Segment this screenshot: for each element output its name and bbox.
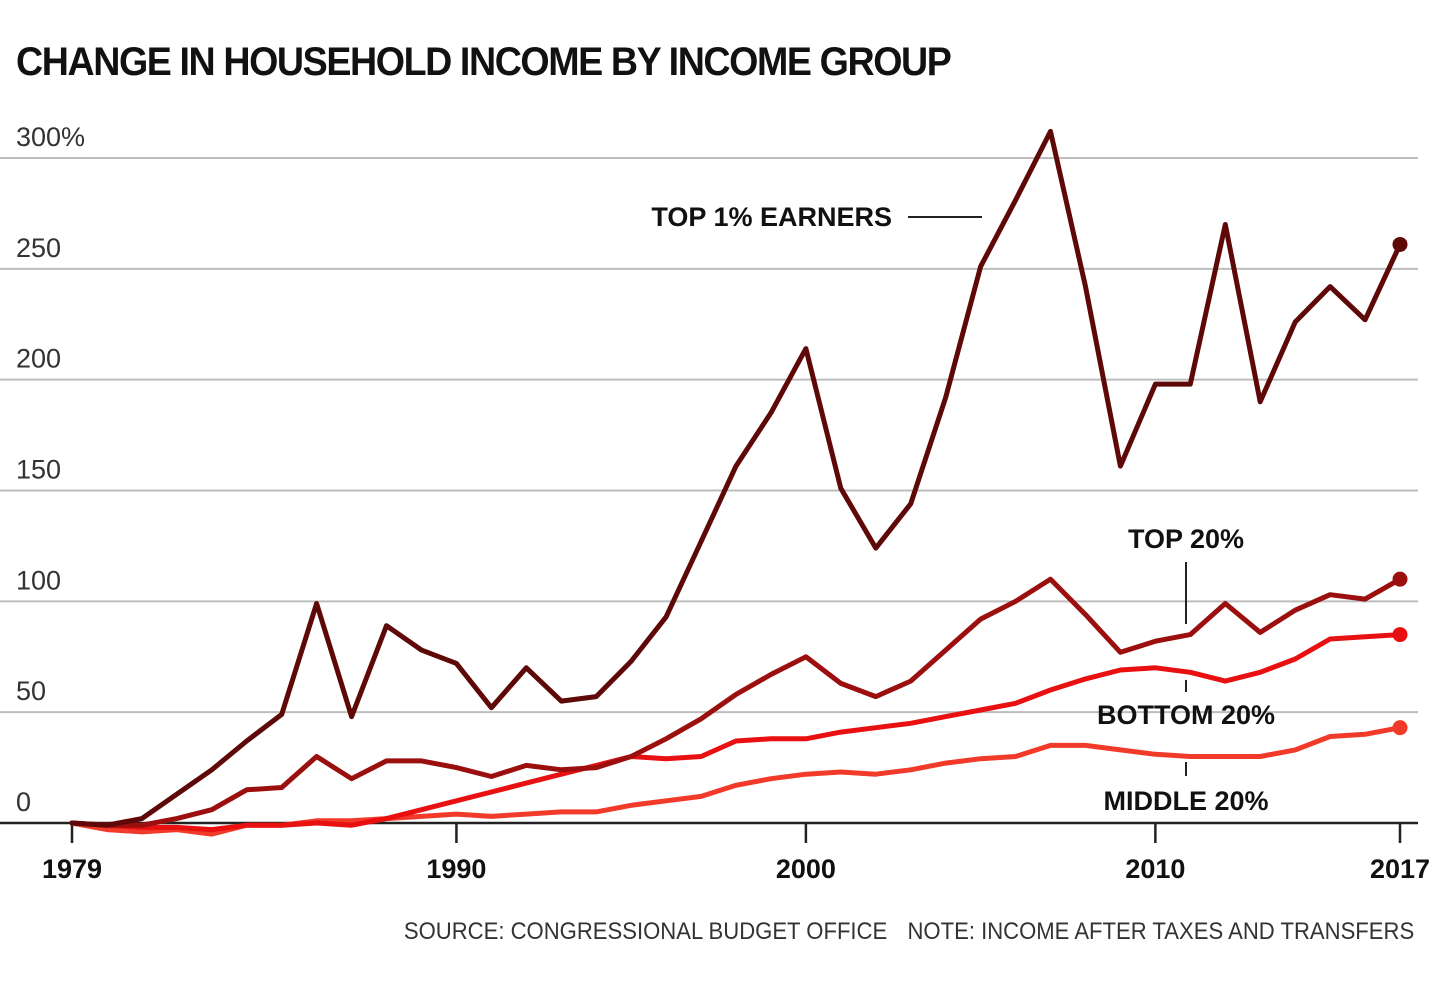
- y-axis-tick-labels: 0 50 100 150 200 250 300%: [16, 122, 85, 817]
- y-tick-label: 250: [16, 233, 61, 263]
- series-line-2: [69, 632, 1403, 833]
- series-line-0: [69, 128, 1403, 828]
- series-end-point: [1392, 720, 1408, 736]
- series-end-point: [1392, 627, 1408, 643]
- series-lines: [69, 128, 1408, 837]
- gridlines: [0, 157, 1418, 714]
- x-tick-label: 2010: [1125, 854, 1185, 884]
- chart-footer: SOURCE: CONGRESSIONAL BUDGET OFFICE NOTE:…: [404, 918, 1414, 946]
- x-tick-label: 1990: [426, 854, 486, 884]
- series-label: MIDDLE 20%: [1103, 786, 1268, 816]
- y-tick-label: 300%: [16, 122, 85, 152]
- y-tick-label: 150: [16, 455, 61, 485]
- series-end-point: [1392, 236, 1408, 252]
- series-line-1: [69, 576, 1403, 828]
- series-label: TOP 1% EARNERS: [651, 202, 892, 232]
- source-note: SOURCE: CONGRESSIONAL BUDGET OFFICE: [403, 918, 888, 945]
- y-tick-label: 0: [16, 787, 31, 817]
- series-label: BOTTOM 20%: [1097, 700, 1275, 730]
- series-label: TOP 20%: [1128, 524, 1244, 554]
- series-end-point: [1392, 571, 1408, 587]
- x-axis-tick-labels: 1979 1990 2000 2010 2017: [42, 854, 1430, 884]
- chart-title: CHANGE IN HOUSEHOLD INCOME BY INCOME GRO…: [16, 40, 952, 84]
- series-labels: TOP 1% EARNERS TOP 20% BOTTOM 20% MIDDLE 20…: [651, 202, 1275, 816]
- x-axis: [0, 821, 1418, 843]
- y-tick-label: 200: [16, 344, 61, 374]
- x-tick-label: 1979: [42, 854, 102, 884]
- y-tick-label: 100: [16, 565, 61, 595]
- y-tick-label: 50: [16, 676, 46, 706]
- x-tick-label: 2000: [776, 854, 836, 884]
- income-note: NOTE: INCOME AFTER TAXES AND TRANSFERS: [907, 918, 1414, 945]
- x-tick-label: 2017: [1370, 854, 1430, 884]
